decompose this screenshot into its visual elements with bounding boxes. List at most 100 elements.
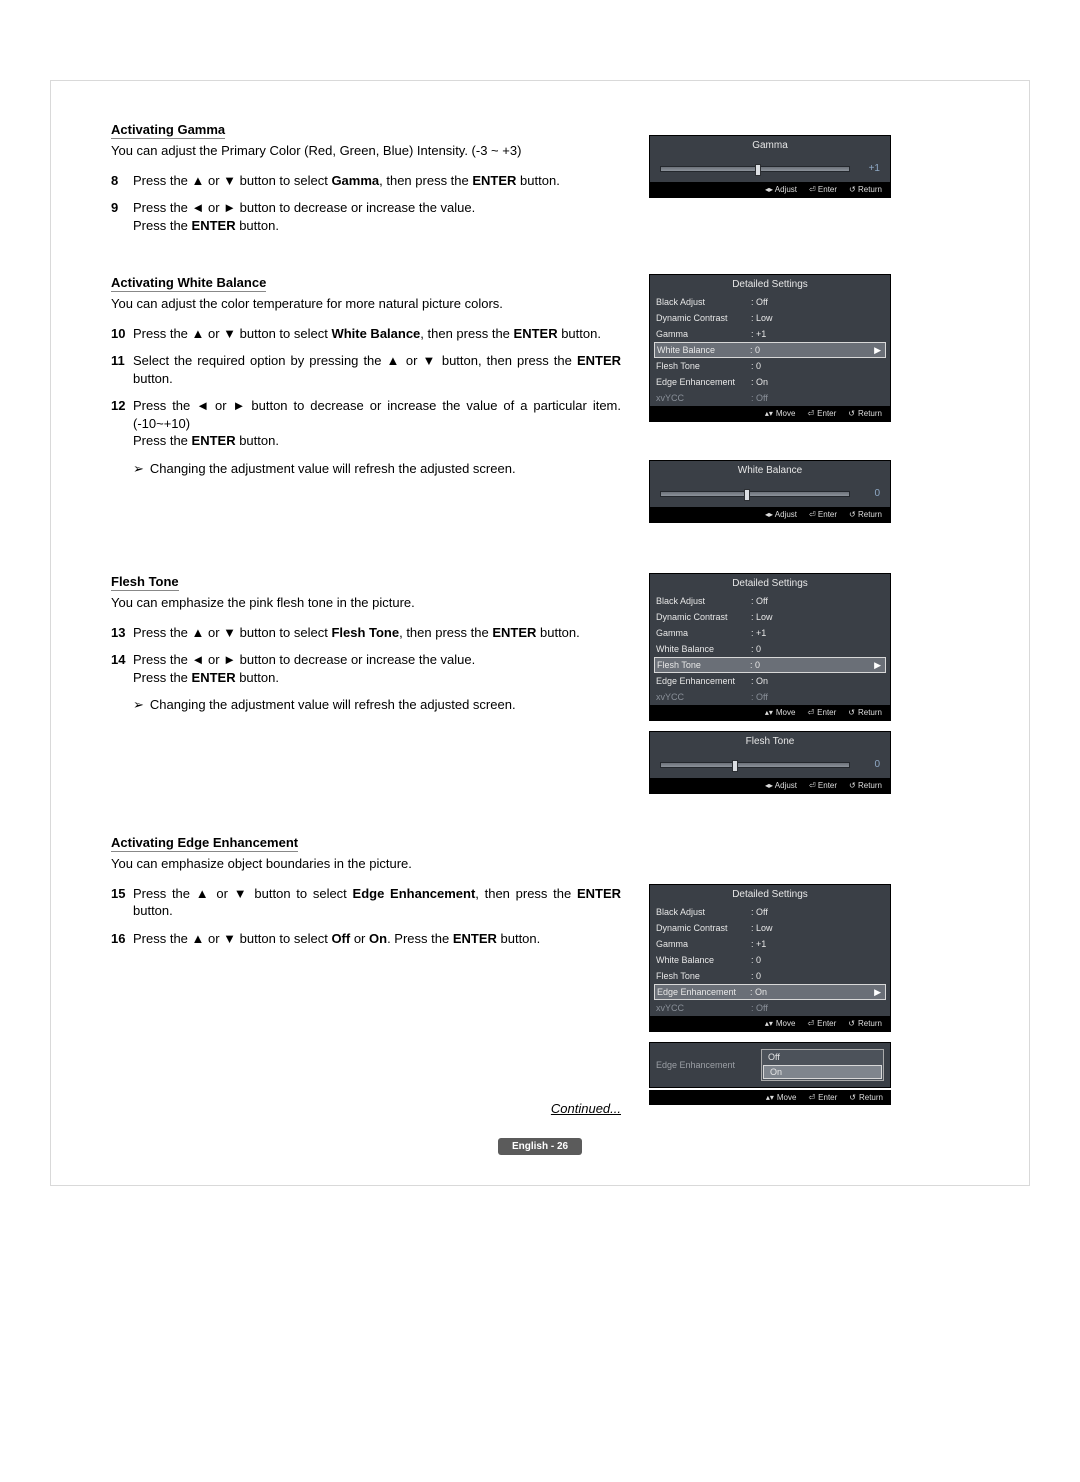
- hint-return: ↺ Return: [848, 708, 882, 717]
- menu-row[interactable]: xvYCC: Off: [650, 689, 890, 705]
- osd-wb-slider: White Balance 0 ◂▸ Adjust ⏎ Enter ↺ Retu…: [649, 460, 891, 523]
- menu-row-label: Flesh Tone: [657, 660, 750, 670]
- menu-row[interactable]: Flesh Tone: 0: [650, 968, 890, 984]
- submenu-option[interactable]: On: [763, 1065, 882, 1079]
- menu-row[interactable]: xvYCC: Off: [650, 1000, 890, 1016]
- menu-row[interactable]: Black Adjust: Off: [650, 593, 890, 609]
- osd-detailed-settings-ft: Detailed Settings Black Adjust: OffDynam…: [649, 573, 891, 721]
- section-white-balance: Activating White Balance You can adjust …: [111, 274, 621, 477]
- slider-track[interactable]: [660, 166, 850, 172]
- hint-enter: ⏎ Enter: [809, 510, 837, 519]
- step-number: 10: [111, 325, 133, 343]
- menu-row[interactable]: Dynamic Contrast: Low: [650, 310, 890, 326]
- hint-return: ↺ Return: [848, 1019, 882, 1028]
- caret-right-icon: ▶: [874, 660, 881, 671]
- note: ➢Changing the adjustment value will refr…: [133, 460, 621, 478]
- menu-row-value: : On: [751, 377, 884, 387]
- hint-enter: ⏎ Enter: [809, 781, 837, 790]
- slider-value: 0: [858, 759, 880, 770]
- menu-row[interactable]: Black Adjust: Off: [650, 294, 890, 310]
- menu-row-label: Black Adjust: [656, 297, 751, 307]
- section-title: Activating White Balance: [111, 275, 266, 292]
- submenu-label: Edge Enhancement: [656, 1060, 751, 1070]
- slider-track[interactable]: [660, 491, 850, 497]
- step-number: 14: [111, 651, 133, 686]
- slider-value: +1: [858, 163, 880, 174]
- menu-row-label: Dynamic Contrast: [656, 612, 751, 622]
- step-number: 16: [111, 930, 133, 948]
- menu-row[interactable]: Flesh Tone: 0: [650, 358, 890, 374]
- page-number-pill: English - 26: [498, 1138, 582, 1155]
- osd-ft-slider: Flesh Tone 0 ◂▸ Adjust ⏎ Enter ↺ Return: [649, 731, 891, 794]
- osd-slider-title: White Balance: [650, 461, 890, 480]
- section-desc: You can adjust the color temperature for…: [111, 295, 621, 313]
- slider-thumb[interactable]: [732, 760, 738, 772]
- hint-adjust: ◂▸ Adjust: [765, 510, 797, 519]
- step-item: 14Press the ◄ or ► button to decrease or…: [111, 651, 621, 686]
- menu-row[interactable]: Edge Enhancement: On: [650, 673, 890, 689]
- note-arrow-icon: ➢: [133, 460, 144, 478]
- osd-footer: ◂▸ Adjust ⏎ Enter ↺ Return: [650, 182, 890, 197]
- osd-footer: ▴▾ Move ⏎ Enter ↺ Return: [650, 406, 890, 421]
- section-title: Activating Edge Enhancement: [111, 835, 298, 852]
- section-desc: You can emphasize the pink flesh tone in…: [111, 594, 621, 612]
- menu-row-value: : Off: [751, 907, 884, 917]
- hint-enter: ⏎ Enter: [807, 708, 836, 717]
- menu-row-value: : +1: [751, 329, 884, 339]
- step-text: Select the required option by pressing t…: [133, 352, 621, 387]
- menu-row-value: : 0: [751, 644, 884, 654]
- menu-row[interactable]: White Balance: 0: [650, 641, 890, 657]
- slider-track[interactable]: [660, 762, 850, 768]
- step-text: Press the ▲ or ▼ button to select Flesh …: [133, 624, 621, 642]
- steps-list: 15Press the ▲ or ▼ button to select Edge…: [111, 885, 621, 948]
- menu-row[interactable]: Black Adjust: Off: [650, 904, 890, 920]
- caret-right-icon: ▶: [874, 987, 881, 998]
- osd-gamma-slider: Gamma +1 ◂▸ Adjust ⏎ Enter ↺ Return: [649, 135, 891, 198]
- submenu-option[interactable]: Off: [762, 1050, 883, 1064]
- menu-row[interactable]: White Balance: 0▶: [654, 342, 886, 358]
- step-text: Press the ▲ or ▼ button to select White …: [133, 325, 621, 343]
- hint-enter: ⏎ Enter: [809, 185, 837, 194]
- step-item: 16Press the ▲ or ▼ button to select Off …: [111, 930, 621, 948]
- menu-row-label: Gamma: [656, 939, 751, 949]
- menu-row[interactable]: Dynamic Contrast: Low: [650, 609, 890, 625]
- steps-list: 8Press the ▲ or ▼ button to select Gamma…: [111, 172, 621, 235]
- section-gamma: Activating Gamma You can adjust the Prim…: [111, 121, 621, 234]
- menu-row-label: Flesh Tone: [656, 971, 751, 981]
- menu-row[interactable]: Gamma: +1: [650, 326, 890, 342]
- menu-row[interactable]: Gamma: +1: [650, 936, 890, 952]
- menu-row-label: Flesh Tone: [656, 361, 751, 371]
- hint-enter: ⏎ Enter: [808, 1093, 837, 1102]
- slider-thumb[interactable]: [755, 164, 761, 176]
- menu-row[interactable]: White Balance: 0: [650, 952, 890, 968]
- osd-title: Detailed Settings: [650, 275, 890, 294]
- osd-list: Black Adjust: OffDynamic Contrast: LowGa…: [650, 904, 890, 1016]
- step-number: 11: [111, 352, 133, 387]
- menu-row[interactable]: Flesh Tone: 0▶: [654, 657, 886, 673]
- osd-slider-title: Flesh Tone: [650, 732, 890, 751]
- osd-footer: ◂▸ Adjust ⏎ Enter ↺ Return: [650, 507, 890, 522]
- osd-title: Detailed Settings: [650, 885, 890, 904]
- note: ➢Changing the adjustment value will refr…: [133, 696, 621, 714]
- menu-row[interactable]: Edge Enhancement: On: [650, 374, 890, 390]
- menu-row-value: : On: [751, 676, 884, 686]
- osd-detailed-settings-wb: Detailed Settings Black Adjust: OffDynam…: [649, 274, 891, 422]
- step-item: 15Press the ▲ or ▼ button to select Edge…: [111, 885, 621, 920]
- menu-row-label: Dynamic Contrast: [656, 313, 751, 323]
- osd-footer: ◂▸ Adjust ⏎ Enter ↺ Return: [650, 778, 890, 793]
- section-title: Flesh Tone: [111, 574, 179, 591]
- hint-adjust: ◂▸ Adjust: [765, 781, 797, 790]
- step-item: 10Press the ▲ or ▼ button to select Whit…: [111, 325, 621, 343]
- menu-row[interactable]: Gamma: +1: [650, 625, 890, 641]
- menu-row[interactable]: xvYCC: Off: [650, 390, 890, 406]
- menu-row-label: Edge Enhancement: [656, 676, 751, 686]
- slider-thumb[interactable]: [744, 489, 750, 501]
- osd-footer: ▴▾ Move ⏎ Enter ↺ Return: [649, 1090, 891, 1105]
- menu-row-value: : Off: [751, 1003, 884, 1013]
- menu-row-value: : +1: [751, 939, 884, 949]
- hint-enter: ⏎ Enter: [807, 1019, 836, 1028]
- menu-row-label: Black Adjust: [656, 907, 751, 917]
- menu-row[interactable]: Edge Enhancement: On▶: [654, 984, 886, 1000]
- caret-right-icon: ▶: [874, 345, 881, 356]
- menu-row[interactable]: Dynamic Contrast: Low: [650, 920, 890, 936]
